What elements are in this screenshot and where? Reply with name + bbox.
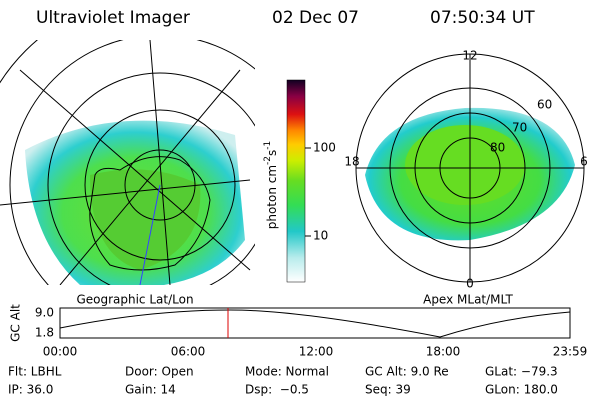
- mlat-label: 70: [512, 121, 527, 135]
- mlt-label: 18: [344, 155, 359, 169]
- x-tick-label: 00:00: [43, 345, 78, 359]
- x-tick-label: 18:00: [426, 345, 461, 359]
- info-field: GLon: 180.0: [485, 383, 558, 397]
- colorbar-tick: 10: [313, 229, 328, 243]
- colorbar: 100 10 photon cm-2s-1: [263, 79, 336, 283]
- mlt-label: 12: [462, 49, 477, 63]
- colorbar-tick: 100: [313, 141, 336, 155]
- info-field: IP: 36.0: [8, 383, 53, 397]
- info-field: Dsp: −0.5: [245, 383, 309, 397]
- mlt-label: 6: [580, 155, 588, 169]
- mlt-label: 0: [466, 277, 474, 291]
- info-field: Mode: Normal: [245, 365, 329, 379]
- mlat-label: 60: [537, 98, 552, 112]
- geographic-image: [0, 40, 255, 285]
- info-panel: Flt: LBHL Door: Open Mode: Normal GC Alt: 9…: [8, 365, 558, 397]
- info-field: GC Alt: 9.0 Re: [365, 365, 449, 379]
- info-field: Seq: 39: [365, 383, 411, 397]
- info-field: Door: Open: [125, 365, 194, 379]
- info-field: Flt: LBHL: [8, 365, 62, 379]
- header: Ultraviolet Imager 02 Dec 07 07:50:34 UT: [36, 8, 535, 28]
- y-label: GC Alt: [9, 304, 23, 342]
- instrument: Ultraviolet Imager: [36, 8, 190, 28]
- date: 02 Dec 07: [272, 8, 359, 28]
- info-field: GLat: −79.3: [485, 365, 558, 379]
- info-field: Gain: 14: [125, 383, 176, 397]
- polar-grid: 12 18 6 0 60 70 80: [344, 49, 587, 291]
- x-tick-label: 23:59: [553, 345, 588, 359]
- x-tick-label: 12:00: [299, 345, 334, 359]
- y-tick-label: 1.8: [35, 326, 54, 340]
- panel-label: Geographic Lat/Lon: [76, 293, 193, 307]
- x-tick-label: 06:00: [171, 345, 206, 359]
- panel-label: Apex MLat/MLT: [423, 293, 513, 307]
- colorbar-label: photon cm-2s-1: [263, 141, 279, 230]
- y-tick-label: 9.0: [35, 306, 54, 320]
- altitude-plot: GC Alt 9.0 1.8 00:00 06:00 12:00 18:00 2…: [9, 304, 588, 359]
- mlat-label: 80: [490, 141, 505, 155]
- time: 07:50:34 UT: [430, 8, 535, 28]
